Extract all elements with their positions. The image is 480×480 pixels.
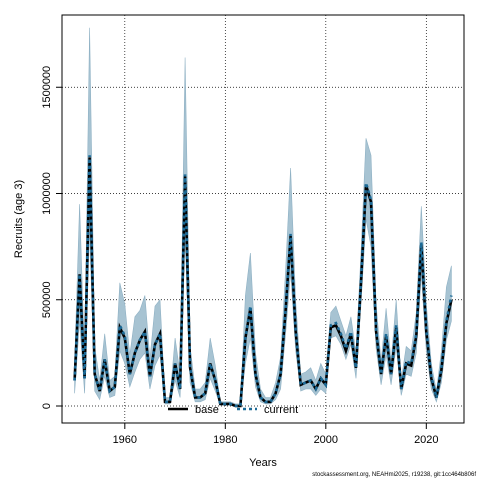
y-tick-label: 1500000 — [41, 66, 53, 109]
x-tick-label: 1980 — [213, 434, 237, 446]
legend-label-current: current — [264, 404, 298, 416]
y-axis-label: Recruits (age 3) — [13, 180, 25, 258]
grid-lines — [62, 15, 464, 423]
y-axis: 0 500000 1000000 1500000 — [41, 66, 62, 409]
legend-label-base: base — [195, 404, 219, 416]
y-tick-label: 0 — [41, 403, 53, 409]
x-tick-label: 2000 — [314, 434, 338, 446]
plot-frame — [61, 14, 465, 424]
x-tick-label: 2020 — [414, 434, 438, 446]
footer-credit: stockassessment.org, NEAHmi2025, r19238,… — [312, 472, 476, 478]
confidence-band — [74, 27, 452, 407]
y-tick-label: 1000000 — [41, 172, 53, 215]
x-axis: 1960 1980 2000 2020 — [113, 423, 439, 446]
series-line-current — [73, 155, 453, 408]
x-tick-label: 1960 — [113, 434, 137, 446]
legend: base current — [168, 404, 298, 416]
y-tick-label: 500000 — [41, 281, 53, 318]
x-axis-label: Years — [249, 457, 277, 469]
